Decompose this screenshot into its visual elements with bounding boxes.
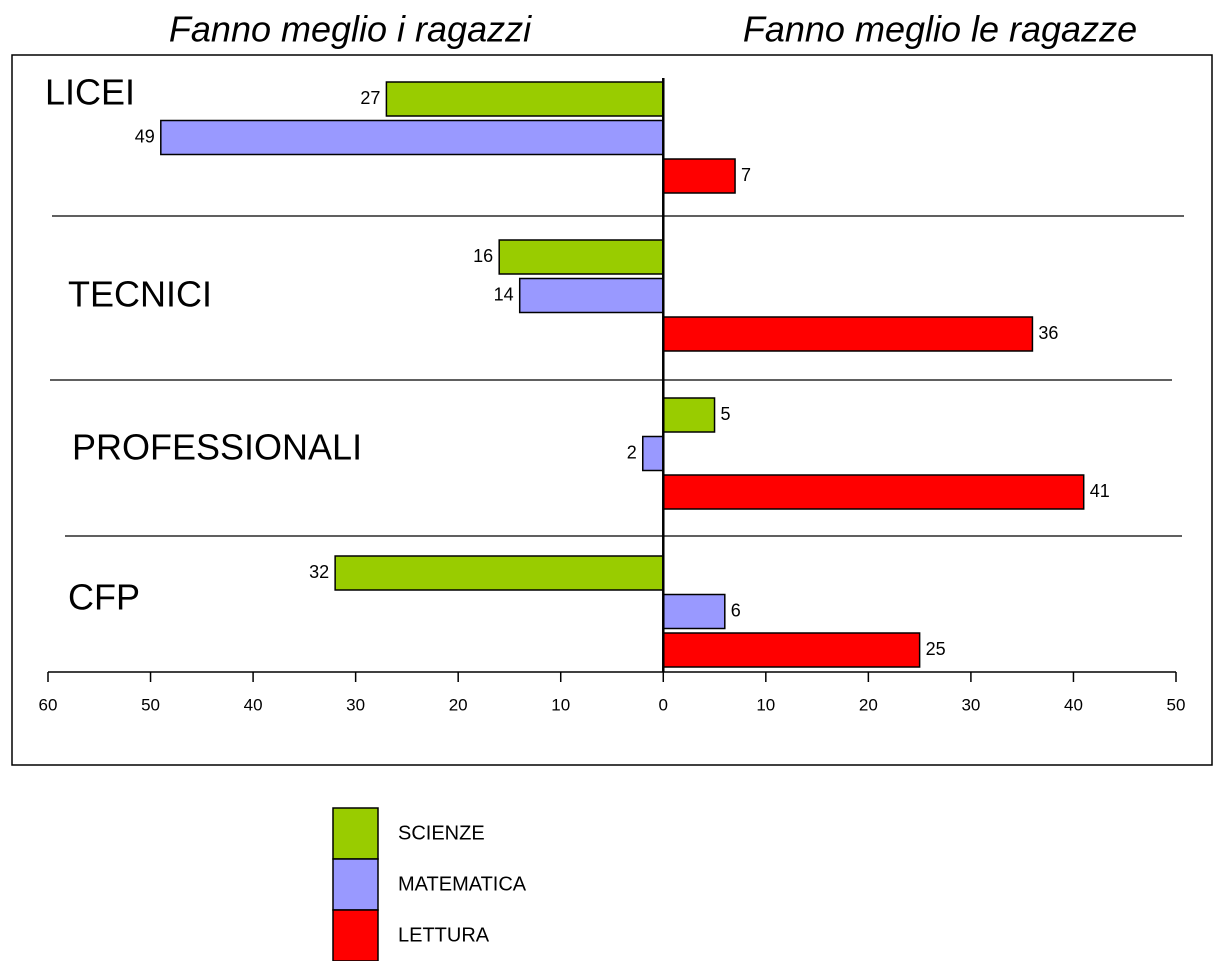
legend-label: SCIENZE [398,822,485,844]
category-label: TECNICI [68,274,212,315]
x-tick-label: 50 [141,695,160,714]
bar [662,474,1085,510]
data-label: 6 [731,600,741,620]
legend-swatch [332,807,379,860]
category-label: LICEI [45,72,135,113]
annotation: Fanno meglio le ragazze [743,9,1137,50]
x-tick-label: 30 [961,695,980,714]
x-tick-label: 40 [1064,695,1083,714]
category-label: PROFESSIONALI [72,427,362,468]
x-tick-label: 50 [1167,695,1186,714]
legend-swatch [332,858,379,911]
data-label: 5 [721,404,731,424]
category-label: CFP [68,577,140,618]
legend-label: LETTURA [398,924,490,946]
annotation: Fanno meglio i ragazzi [169,9,532,50]
bar [662,316,1034,352]
data-label: 2 [627,442,637,462]
bar [662,632,921,668]
x-tick-label: 40 [244,695,263,714]
bar [642,435,665,472]
x-tick-label: 10 [756,695,775,714]
plot-frame [11,54,1213,766]
x-tick-label: 10 [551,695,570,714]
data-label: 27 [360,88,380,108]
x-tick-label: 0 [659,695,668,714]
x-tick-label: 20 [859,695,878,714]
data-label: 49 [135,126,155,146]
bar [385,81,665,117]
x-tick-label: 20 [449,695,468,714]
bar [662,397,716,433]
data-label: 7 [741,165,751,185]
data-label: 25 [926,639,946,659]
bar [334,555,665,591]
bar [662,593,726,630]
legend-label: MATEMATICA [398,873,527,895]
data-label: 32 [309,562,329,582]
data-label: 36 [1038,323,1058,343]
x-tick-label: 30 [346,695,365,714]
data-label: 14 [494,284,514,304]
data-label: 41 [1090,481,1110,501]
bar [160,119,665,156]
bar [498,239,665,275]
x-tick-label: 60 [39,695,58,714]
bar [662,158,736,194]
legend-swatch [332,909,379,961]
bar [518,277,665,314]
data-label: 16 [473,246,493,266]
